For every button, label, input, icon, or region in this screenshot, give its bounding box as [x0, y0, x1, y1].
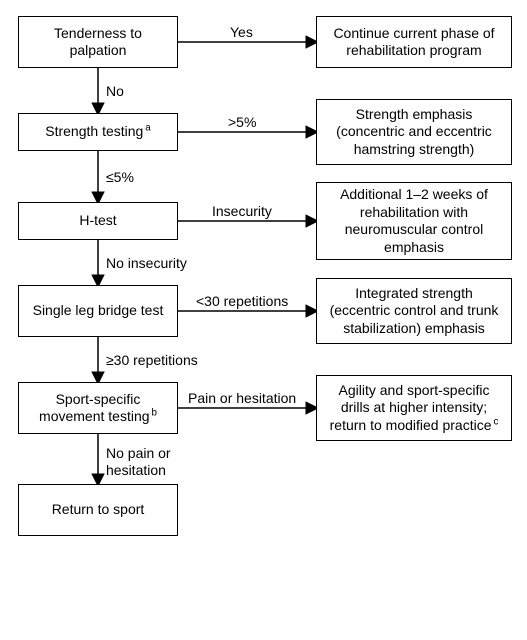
flow-node-r1: Continue current phase of rehabilitation… — [316, 16, 512, 68]
edge-label: Yes — [230, 24, 253, 40]
flow-node-n2: Strength testing a — [18, 113, 178, 151]
flow-node-n5: Sport-specific movement testing b — [18, 382, 178, 434]
flow-node-n6: Return to sport — [18, 484, 178, 536]
node-text: Strength emphasis (concentric and eccent… — [325, 106, 503, 159]
flow-node-n1: Tenderness to palpation — [18, 16, 178, 68]
node-text: Integrated strength (eccentric control a… — [325, 285, 503, 338]
edge-label: No pain or hesitation — [106, 445, 196, 479]
node-text: H-test — [79, 212, 116, 230]
flow-node-r2: Strength emphasis (concentric and eccent… — [316, 99, 512, 165]
node-text: Single leg bridge test — [33, 302, 164, 320]
edge-label: No — [106, 83, 124, 99]
edge-label: >5% — [228, 114, 256, 130]
edge-label: ≤5% — [106, 169, 134, 185]
edge-label: ≥30 repetitions — [106, 352, 198, 368]
node-text: Agility and sport-specific drills at hig… — [325, 382, 503, 435]
flow-node-r4: Integrated strength (eccentric control a… — [316, 278, 512, 344]
flow-node-r5: Agility and sport-specific drills at hig… — [316, 375, 512, 441]
node-text: Strength testing a — [45, 123, 150, 141]
edge-label: <30 repetitions — [196, 293, 288, 309]
node-text: Additional 1–2 weeks of rehabilitation w… — [325, 186, 503, 256]
flow-node-r3: Additional 1–2 weeks of rehabilitation w… — [316, 182, 512, 260]
edge-label: Insecurity — [212, 203, 272, 219]
node-text: Return to sport — [52, 501, 145, 519]
node-text: Sport-specific movement testing b — [27, 391, 169, 426]
edge-label: Pain or hesitation — [188, 390, 296, 406]
flow-node-n3: H-test — [18, 202, 178, 240]
edge-label: No insecurity — [106, 255, 187, 271]
node-text: Tenderness to palpation — [27, 25, 169, 60]
flow-node-n4: Single leg bridge test — [18, 285, 178, 337]
node-text: Continue current phase of rehabilitation… — [325, 25, 503, 60]
